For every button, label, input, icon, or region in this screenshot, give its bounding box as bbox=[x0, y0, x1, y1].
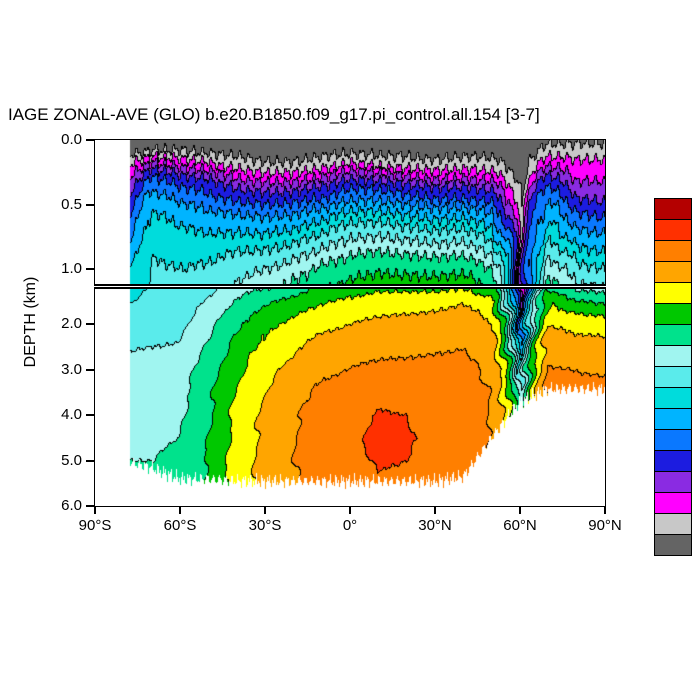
colorbar-cell bbox=[654, 198, 692, 220]
y-tick-mark bbox=[86, 139, 94, 141]
x-tick-mark bbox=[94, 507, 96, 514]
y-tick-label: 3.0 bbox=[61, 360, 82, 378]
colorbar-cell bbox=[654, 492, 692, 514]
y-tick-mark bbox=[86, 505, 94, 507]
x-tick-label: 60°S bbox=[163, 517, 197, 534]
x-tick-label: 0° bbox=[342, 517, 358, 534]
y-tick-mark bbox=[86, 268, 94, 271]
y-tick-mark bbox=[86, 459, 94, 462]
colorbar-cell bbox=[654, 534, 692, 556]
upper-panel-frame bbox=[94, 139, 606, 286]
colorbar-cell bbox=[654, 240, 692, 262]
x-tick-label: 60°N bbox=[503, 517, 537, 534]
colorbar-cell bbox=[654, 366, 692, 388]
colorbar-cell bbox=[654, 324, 692, 346]
y-tick-label: 4.0 bbox=[61, 406, 82, 423]
y-tick-label: 5.0 bbox=[61, 451, 82, 469]
y-tick-label: 2.0 bbox=[61, 315, 82, 333]
lower-panel-frame bbox=[94, 287, 606, 507]
colorbar-cell bbox=[654, 282, 692, 304]
x-tick-mark bbox=[604, 507, 606, 514]
colorbar-cell bbox=[654, 219, 692, 241]
y-tick-label: 0.0 bbox=[61, 131, 82, 148]
colorbar-cell bbox=[654, 261, 692, 283]
colorbar-cell bbox=[654, 429, 692, 451]
y-tick-label: 6.0 bbox=[61, 497, 82, 514]
colorbar-cell bbox=[654, 408, 692, 430]
colorbar-cell bbox=[654, 387, 692, 409]
plot-title: IAGE ZONAL-AVE (GLO) b.e20.B1850.f09_g17… bbox=[8, 105, 540, 124]
x-tick-mark bbox=[434, 507, 436, 514]
x-tick-mark bbox=[349, 507, 351, 514]
y-tick-label: 1.0 bbox=[61, 260, 82, 278]
x-tick-label: 90°S bbox=[78, 517, 112, 534]
y-tick-label: 0.5 bbox=[61, 195, 82, 213]
upper-panel-contour-canvas bbox=[95, 140, 605, 284]
colorbar-cell bbox=[654, 471, 692, 493]
x-tick-label: 90°N bbox=[588, 517, 622, 534]
colorbar bbox=[654, 198, 692, 556]
y-tick-mark bbox=[86, 368, 94, 371]
x-tick-mark bbox=[264, 507, 266, 514]
x-tick-mark bbox=[179, 507, 181, 514]
y-tick-mark bbox=[86, 203, 94, 206]
colorbar-cell bbox=[654, 303, 692, 325]
x-tick-mark bbox=[519, 507, 521, 514]
x-tick-label: 30°N bbox=[418, 517, 452, 534]
x-tick-label: 30°S bbox=[248, 517, 282, 534]
colorbar-cell bbox=[654, 345, 692, 367]
y-tick-mark bbox=[86, 414, 94, 416]
colorbar-cell bbox=[654, 450, 692, 472]
lower-panel-contour-canvas bbox=[95, 289, 605, 506]
colorbar-cell bbox=[654, 513, 692, 535]
y-tick-mark bbox=[86, 323, 94, 326]
